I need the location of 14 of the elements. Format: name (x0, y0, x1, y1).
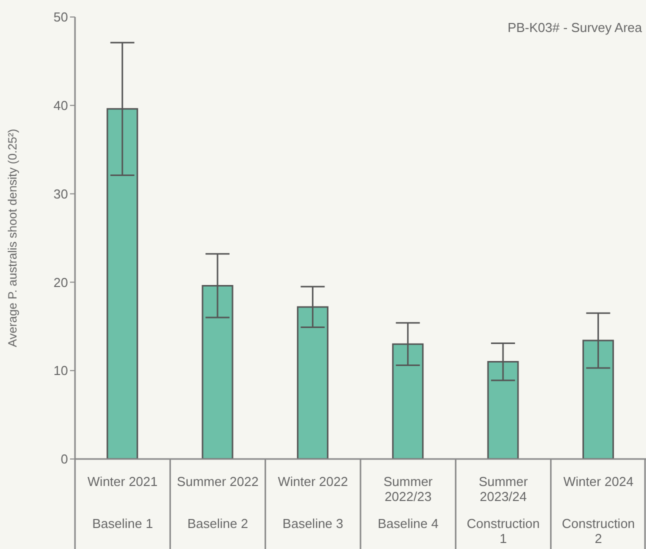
category-label: Winter 2022 Baseline 3 (278, 474, 348, 532)
y-tick-label: 40 (54, 98, 68, 114)
y-axis-title: Average P. australis shoot density (0.25²) (5, 128, 20, 348)
category-label: Summer 2022 Baseline 2 (176, 474, 259, 532)
x-tick-label: Summer 2022/23 Baseline 4 (378, 474, 438, 532)
y-tick-label: 30 (54, 186, 68, 202)
y-tick-label: 50 (54, 10, 68, 25)
y-tick-label: 0 (60, 452, 68, 467)
category-label: Winter 2021 Baseline 1 (88, 474, 158, 532)
category-label: Winter 2024 Construction 2 (562, 474, 635, 546)
chart-title: PB-K03# - Survey Area (508, 20, 642, 35)
y-tick-label: 10 (54, 363, 68, 378)
x-tick-label: Summer 2023/24 Construction 1 (466, 474, 540, 546)
y-tick-label: 20 (54, 274, 68, 290)
